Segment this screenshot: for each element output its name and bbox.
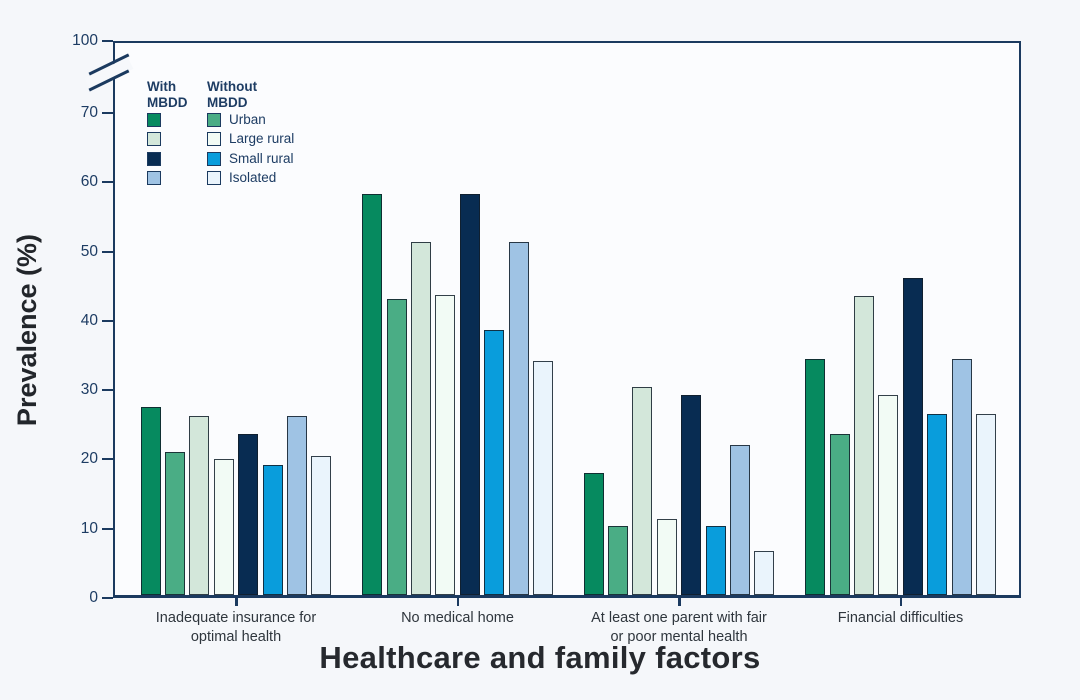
bar-with_large_rural-cat4 [853, 296, 874, 595]
category-label-3: At least one parent with fair or poor me… [591, 610, 767, 645]
y-tick-10 [102, 527, 113, 530]
bar-without_small_rural-cat1 [262, 464, 283, 595]
bar-without_small_rural-cat2 [484, 329, 505, 595]
bar-without_large_rural-cat4 [878, 395, 899, 595]
bar-without_small_rural-cat4 [927, 414, 948, 595]
y-tick-50 [102, 250, 113, 253]
category-label-1: Inadequate insurance for optimal health [155, 610, 317, 645]
bar-without_small_rural-cat3 [705, 525, 726, 595]
bars-layer [115, 43, 1019, 595]
legend-swatch-without_isolated [207, 171, 221, 186]
y-tick-label-0: 0 [89, 589, 98, 606]
bar-with_large_rural-cat1 [189, 415, 210, 595]
bar-without_urban-cat4 [829, 434, 850, 595]
y-tick-label-70: 70 [80, 103, 98, 121]
bar-with_isolated-cat4 [951, 358, 972, 595]
y-tick-20 [102, 458, 113, 461]
bar-without_urban-cat1 [165, 452, 185, 595]
legend-label-isolated: Isolated [229, 170, 277, 186]
plot-area [113, 41, 1021, 598]
x-tick-cat4 [899, 598, 902, 606]
bar-without_isolated-cat1 [311, 456, 332, 595]
bar-with_small_rural-cat1 [238, 434, 259, 595]
bar-with_isolated-cat3 [730, 445, 750, 595]
bar-with_isolated-cat2 [508, 242, 529, 595]
y-tick-0 [102, 597, 113, 599]
y-tick-label-60: 60 [80, 173, 98, 191]
category-label-4: Financial difficulties [837, 610, 964, 626]
legend-swatch-without_small_rural [207, 151, 221, 166]
legend-label-urban: Urban [229, 112, 266, 127]
bar-without_urban-cat2 [386, 299, 407, 595]
bar-with_large_rural-cat3 [632, 387, 653, 595]
y-tick-label-20: 20 [80, 450, 98, 468]
legend-swatch-with_urban [147, 113, 161, 127]
legend-swatch-with_isolated [147, 171, 161, 186]
y-tick-label-40: 40 [80, 311, 98, 329]
bar-without_isolated-cat4 [975, 414, 996, 595]
y-tick-label-100: 100 [72, 32, 98, 49]
y-tick-70 [102, 111, 113, 114]
x-tick-cat3 [678, 598, 681, 606]
x-tick-cat2 [456, 598, 459, 606]
bar-without_isolated-cat3 [754, 551, 775, 595]
legend-swatch-with_large_rural [147, 132, 161, 147]
y-axis-title: Prevalence (%) [12, 233, 42, 427]
bar-without_large_rural-cat1 [213, 459, 234, 595]
bar-without_isolated-cat2 [532, 360, 553, 595]
bar-without_large_rural-cat2 [435, 294, 456, 595]
bar-with_urban-cat3 [583, 473, 604, 595]
bar-without_large_rural-cat3 [656, 518, 677, 595]
y-tick-30 [102, 389, 113, 392]
y-tick-60 [102, 181, 113, 184]
legend-label-small-rural: Small rural [229, 150, 294, 166]
bar-with_isolated-cat1 [287, 415, 307, 595]
bar-with_small_rural-cat2 [459, 193, 480, 595]
bar-with_urban-cat4 [805, 358, 826, 595]
y-tick-100 [102, 40, 113, 42]
legend-swatch-without_urban [207, 113, 221, 127]
y-tick-label-10: 10 [80, 519, 98, 537]
bar-with_small_rural-cat4 [902, 277, 923, 595]
legend-header-without-mbdd: Without MBDD [207, 79, 258, 111]
legend-header-with-mbdd: With MBDD [147, 79, 188, 111]
x-tick-cat1 [235, 598, 238, 606]
bar-with_small_rural-cat3 [681, 395, 702, 595]
x-axis-title: Healthcare and family factors [319, 640, 761, 675]
legend-label-large-rural: Large rural [229, 131, 295, 147]
legend-swatch-with_small_rural [147, 151, 161, 166]
bar-with_large_rural-cat2 [410, 242, 431, 595]
bar-without_urban-cat3 [608, 525, 628, 595]
category-label-2: No medical home [401, 610, 514, 626]
y-tick-40 [102, 319, 113, 322]
legend-swatch-without_large_rural [207, 132, 221, 147]
y-tick-label-50: 50 [80, 242, 98, 260]
y-axis-break-icon [84, 52, 134, 98]
bar-with_urban-cat2 [362, 193, 383, 595]
y-tick-label-30: 30 [80, 381, 98, 399]
bar-with_urban-cat1 [140, 407, 161, 595]
